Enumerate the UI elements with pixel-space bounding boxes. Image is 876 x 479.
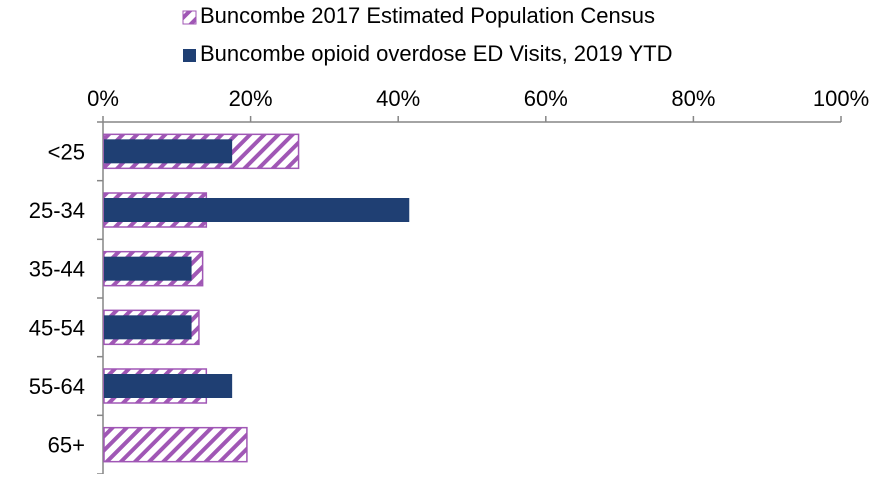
x-tick-label: 80% [671, 86, 715, 111]
y-tick-label: 55-64 [29, 374, 85, 399]
axes: 0% 20% 40% 60% 80% 100% <25 25-34 35-44 45-54 55-6… [29, 86, 869, 475]
x-tick-label: 100% [813, 86, 869, 111]
legend-label-2: Buncombe opioid overdose ED Visits, 2019… [200, 41, 672, 66]
y-tick-label: 65+ [48, 433, 85, 458]
x-tick-label: 60% [524, 86, 568, 111]
legend: Buncombe 2017 Estimated Population Censu… [182, 3, 672, 66]
legend-label-1: Buncombe 2017 Estimated Population Censu… [200, 3, 655, 28]
y-tick-label: 25-34 [29, 198, 85, 223]
y-tick-label: 45-54 [29, 315, 85, 340]
x-tick-label: 40% [376, 86, 420, 111]
bar-population-65+ [103, 426, 248, 463]
y-tick-label: <25 [48, 139, 85, 164]
legend-swatch-2 [183, 49, 196, 62]
bars [103, 133, 410, 463]
legend-swatch-1 [182, 10, 197, 25]
bar-ed-visits-45-54 [104, 315, 192, 340]
bar-ed-visits-25-34 [104, 198, 410, 222]
bar-ed-visits-35-44 [104, 256, 192, 281]
y-tick-label: 35-44 [29, 257, 85, 282]
x-tick-label: 0% [87, 86, 119, 111]
bar-ed-visits-<25 [104, 139, 233, 164]
bar-ed-visits-55-64 [104, 374, 233, 398]
x-tick-label: 20% [229, 86, 273, 111]
